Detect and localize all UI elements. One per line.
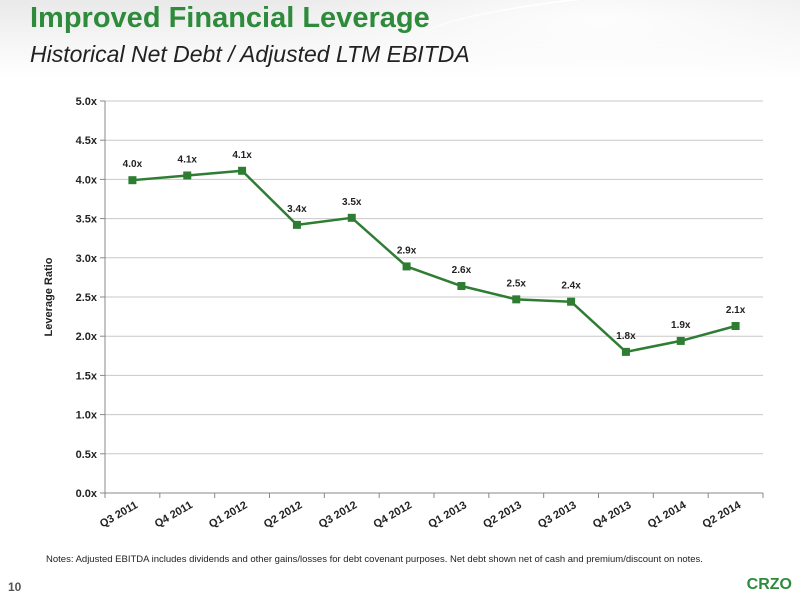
data-label: 2.4x <box>561 281 581 292</box>
data-point-marker <box>731 322 740 331</box>
y-tick-label: 0.0x <box>76 488 98 500</box>
data-point-marker <box>128 176 137 185</box>
page-title: Improved Financial Leverage <box>30 2 430 34</box>
data-point-marker <box>347 213 356 222</box>
x-tick-label: Q4 2013 <box>591 499 634 530</box>
x-tick-label: Q1 2012 <box>207 499 250 530</box>
y-tick-label: 5.0x <box>76 96 98 108</box>
data-point-marker <box>676 336 685 345</box>
data-point-marker <box>512 295 521 304</box>
x-tick-label: Q1 2013 <box>426 499 469 530</box>
data-label: 4.1x <box>232 150 252 161</box>
data-label: 2.9x <box>397 245 417 256</box>
header-band <box>0 0 800 78</box>
data-point-marker <box>292 220 301 229</box>
data-point-marker <box>621 347 630 356</box>
x-tick-label: Q4 2011 <box>153 499 195 530</box>
data-point-marker <box>238 166 247 175</box>
y-tick-label: 4.0x <box>76 174 98 186</box>
data-label: 3.4x <box>287 204 307 215</box>
y-tick-label: 4.5x <box>76 135 98 147</box>
chart-series <box>128 166 740 356</box>
data-point-marker <box>457 282 466 291</box>
x-tick-label: Q2 2014 <box>701 499 744 531</box>
chart-axes <box>100 100 764 498</box>
x-tick-labels: Q3 2011 Q4 2011 Q1 2012 Q2 2012 Q3 2012 Q4 20… <box>98 499 744 531</box>
chart-gridlines <box>105 100 763 455</box>
y-tick-label: 3.5x <box>76 214 98 226</box>
data-label: 2.5x <box>507 278 527 289</box>
data-label: 1.9x <box>671 320 691 331</box>
data-label: 2.1x <box>726 305 746 316</box>
y-tick-label: 1.5x <box>76 370 98 382</box>
x-tick-label: Q4 2012 <box>372 499 415 530</box>
data-label: 4.0x <box>123 159 143 170</box>
x-tick-label: Q3 2013 <box>536 499 579 530</box>
x-tick-label: Q3 2012 <box>317 499 360 530</box>
x-tick-label: Q2 2012 <box>262 499 305 530</box>
data-point-marker <box>402 262 411 271</box>
y-tick-label: 1.0x <box>76 410 98 422</box>
y-tick-label: 2.5x <box>76 292 98 304</box>
series-line <box>132 169 736 354</box>
data-label: 4.1x <box>178 154 198 165</box>
x-tick-label: Q1 2014 <box>646 499 689 531</box>
data-label: 2.6x <box>452 265 472 276</box>
data-label: 3.5x <box>342 197 362 208</box>
y-tick-label: 2.0x <box>76 331 98 343</box>
data-point-marker <box>183 171 192 180</box>
y-tick-labels: 0.0x 0.5x 1.0x 1.5x 2.0x 2.5x 3.0x 3.5x 4.0x 4.5x… <box>76 96 98 500</box>
footnote: Notes: Adjusted EBITDA includes dividend… <box>46 554 703 565</box>
page-number: 10 <box>8 580 22 594</box>
x-tick-label: Q3 2011 <box>98 499 140 530</box>
y-axis-label: Leverage Ratio <box>43 257 55 336</box>
data-label: 1.8x <box>616 331 636 342</box>
brand-logo-text: CRZO <box>746 576 792 593</box>
page-subtitle: Historical Net Debt / Adjusted LTM EBITD… <box>30 41 470 67</box>
x-tick-label: Q2 2013 <box>481 499 524 530</box>
data-point-marker <box>567 297 576 306</box>
data-labels: 4.0x 4.1x 4.1x 3.4x 3.5x 2.9x 2.6x 2.5x 2.4x 1.8x… <box>123 150 746 342</box>
y-tick-label: 0.5x <box>76 449 98 461</box>
y-tick-label: 3.0x <box>76 253 98 265</box>
